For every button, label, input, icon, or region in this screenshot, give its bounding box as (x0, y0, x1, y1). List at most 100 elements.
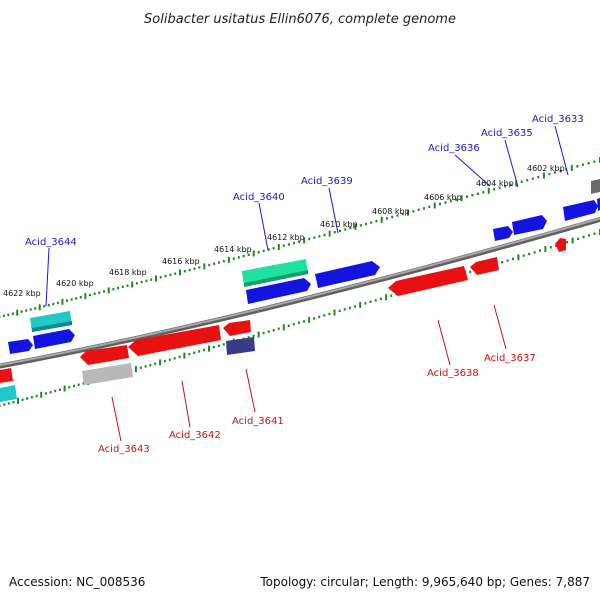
track-tick (339, 229, 341, 233)
track-tick (554, 171, 556, 174)
track-tick (93, 292, 96, 295)
track-tick (73, 384, 75, 388)
track-tick (407, 209, 409, 216)
track-tick (559, 169, 562, 173)
track-tick (150, 278, 153, 281)
track-tick (252, 334, 255, 338)
gene-arrow-red (555, 238, 566, 252)
track-tick (183, 270, 186, 273)
track-tick (364, 302, 367, 305)
track-tick (222, 260, 225, 263)
gene-box-green (242, 259, 308, 287)
track-tick (193, 351, 196, 354)
track-tick (417, 208, 420, 211)
track-tick (466, 195, 468, 198)
track-tick (217, 344, 220, 347)
track-tick (588, 234, 590, 237)
track-tick (593, 232, 596, 235)
track-tick (56, 301, 59, 305)
gene-arrow-blue (8, 339, 33, 354)
track-tick (43, 305, 46, 308)
track-tick (380, 216, 383, 223)
track-tick (21, 398, 24, 401)
track-tick (504, 185, 507, 188)
gene-arrow-blue (246, 278, 311, 304)
track-tick (303, 237, 306, 244)
gene-arrow-blue (33, 329, 75, 349)
track-tick (333, 231, 336, 234)
track-tick (517, 254, 520, 261)
track-tick (512, 257, 514, 261)
track-tick (135, 282, 138, 285)
track-tick (493, 188, 496, 191)
track-tick (292, 241, 295, 245)
track-tick (576, 165, 579, 168)
track-tick (582, 163, 584, 166)
track-tick (359, 301, 362, 308)
track-tick (333, 309, 336, 316)
track-tick (89, 293, 91, 297)
track-tick (179, 269, 181, 276)
track-tick (423, 207, 425, 210)
gene-arrow-blue (563, 200, 598, 221)
track-tick (208, 345, 210, 352)
track-tick (257, 331, 260, 338)
gene-arrow-blue (597, 198, 600, 211)
track-tick (267, 330, 270, 333)
track-tick (173, 357, 176, 360)
track-tick (70, 298, 73, 301)
track-tick (318, 315, 321, 319)
track-tick (164, 274, 167, 278)
track-tick (482, 191, 485, 194)
track-tick (66, 299, 68, 302)
track-tick (323, 233, 326, 237)
accession-text: Accession: NC_008536 (9, 575, 145, 589)
track-tick (528, 252, 531, 256)
track-tick (198, 266, 201, 269)
track-tick (40, 391, 43, 398)
track-tick (98, 291, 101, 294)
track-tick (218, 261, 220, 264)
track-tick (313, 236, 316, 239)
track-tick (121, 285, 124, 289)
track-tick (401, 212, 404, 216)
kbp-label-4618: 4618 kbp (109, 268, 147, 277)
track-tick (188, 353, 191, 356)
track-tick (349, 226, 352, 230)
track-tick (396, 214, 399, 217)
track-tick (38, 304, 41, 311)
track-tick (227, 256, 230, 263)
track-tick (476, 192, 479, 195)
topology-text: Topology: circular; Length: 9,965,640 bp… (259, 575, 590, 589)
track-tick (374, 299, 377, 302)
track-tick (509, 183, 512, 186)
track-tick (63, 385, 66, 392)
track-tick (2, 314, 5, 318)
track-tick (587, 162, 590, 165)
track-tick (328, 230, 331, 237)
gene-arrow-red (128, 325, 221, 356)
track-tick (318, 235, 321, 238)
track-tick (26, 397, 29, 400)
track-tick (566, 241, 569, 244)
track-tick (112, 288, 115, 291)
kbp-label-4608: 4608 kbp (372, 207, 410, 216)
track-tick (34, 307, 37, 310)
track-tick (522, 254, 525, 257)
label-leader-lines (45, 125, 569, 442)
gene-label-acid-3635: Acid_3635 (481, 128, 533, 139)
gene-arrow-blue (315, 261, 380, 288)
track-tick (252, 250, 255, 257)
track-tick (375, 220, 378, 223)
gene-label-acid-3636: Acid_3636 (428, 143, 480, 154)
track-tick (30, 396, 33, 399)
track-tick (178, 355, 181, 359)
track-tick (570, 164, 573, 171)
track-tick (272, 329, 275, 332)
track-tick (54, 389, 57, 393)
track-tick (531, 177, 534, 180)
track-tick (47, 303, 50, 307)
track-tick (412, 210, 415, 213)
track-tick (163, 359, 166, 363)
track-tick (140, 280, 143, 284)
